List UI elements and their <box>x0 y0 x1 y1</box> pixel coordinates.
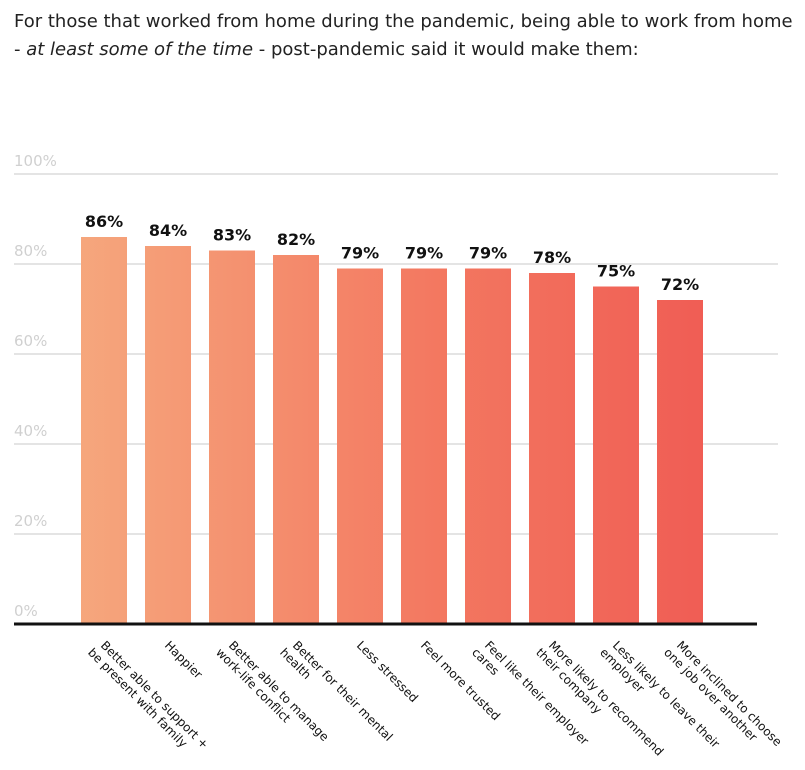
data-label: 75% <box>597 262 635 281</box>
y-tick-label: 100% <box>14 152 57 170</box>
bar <box>273 255 319 624</box>
data-label: 78% <box>533 248 571 267</box>
y-tick-label: 20% <box>14 512 47 530</box>
y-tick-label: 0% <box>14 602 38 620</box>
data-label: 86% <box>85 212 123 231</box>
bar <box>337 268 383 624</box>
data-label: 79% <box>405 244 443 263</box>
category-label: Less stressed <box>354 638 421 705</box>
chart-title: For those that worked from home during t… <box>14 8 794 64</box>
bar <box>81 237 127 624</box>
data-label: 82% <box>277 230 315 249</box>
category-label-line: Better able to support + <box>98 638 211 751</box>
title-text-end: - post-pandemic said it would make them: <box>253 39 639 60</box>
title-text-start: For those that worked from home during t… <box>14 11 793 60</box>
category-label-line: Less stressed <box>354 638 421 705</box>
data-label: 79% <box>341 244 379 263</box>
data-label: 72% <box>661 275 699 294</box>
bar <box>657 300 703 624</box>
data-label: 79% <box>469 244 507 263</box>
data-label: 84% <box>149 221 187 240</box>
y-tick-label: 40% <box>14 422 47 440</box>
bar <box>209 250 255 624</box>
category-label-line: be present with family <box>85 645 190 750</box>
category-label: Better able to support +be present with … <box>85 638 211 751</box>
bar <box>401 268 447 624</box>
y-tick-label: 60% <box>14 332 47 350</box>
data-label: 83% <box>213 226 251 245</box>
bar <box>593 286 639 624</box>
y-tick-label: 80% <box>14 242 47 260</box>
category-label-line: More inclined to choose <box>674 638 785 749</box>
title-emphasis: at least some of the time <box>26 39 254 60</box>
category-label-line: Happier <box>162 638 205 681</box>
bar <box>145 246 191 624</box>
bar <box>465 268 511 624</box>
category-label: Happier <box>162 638 205 681</box>
bar <box>529 273 575 624</box>
